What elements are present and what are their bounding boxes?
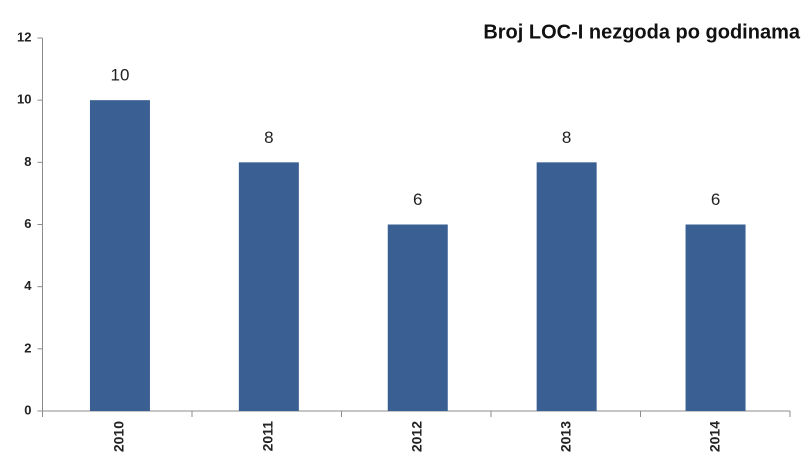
- data-label: 8: [562, 128, 571, 147]
- chart-title: Broj LOC-I nezgoda po godinama: [483, 21, 801, 43]
- x-tick-label: 2014: [706, 421, 722, 452]
- x-tick-label: 2010: [111, 421, 127, 452]
- y-tick-label: 6: [24, 216, 31, 231]
- y-tick-label: 8: [24, 154, 31, 169]
- y-tick-label: 12: [17, 29, 31, 44]
- data-label: 10: [110, 66, 129, 85]
- bar: [89, 100, 150, 412]
- data-label: 6: [413, 190, 422, 209]
- x-tick-label: 2013: [557, 421, 573, 452]
- x-tick-label: 2011: [260, 421, 276, 452]
- bar: [387, 224, 448, 411]
- bar: [685, 224, 746, 411]
- data-label: 8: [264, 128, 273, 147]
- y-tick-label: 10: [17, 92, 31, 107]
- y-tick-label: 4: [24, 278, 32, 293]
- y-tick-label: 0: [24, 402, 31, 417]
- y-tick-label: 2: [24, 340, 31, 355]
- data-label: 6: [711, 190, 720, 209]
- bar: [238, 162, 299, 411]
- bar: [536, 162, 597, 411]
- x-tick-label: 2012: [408, 421, 424, 452]
